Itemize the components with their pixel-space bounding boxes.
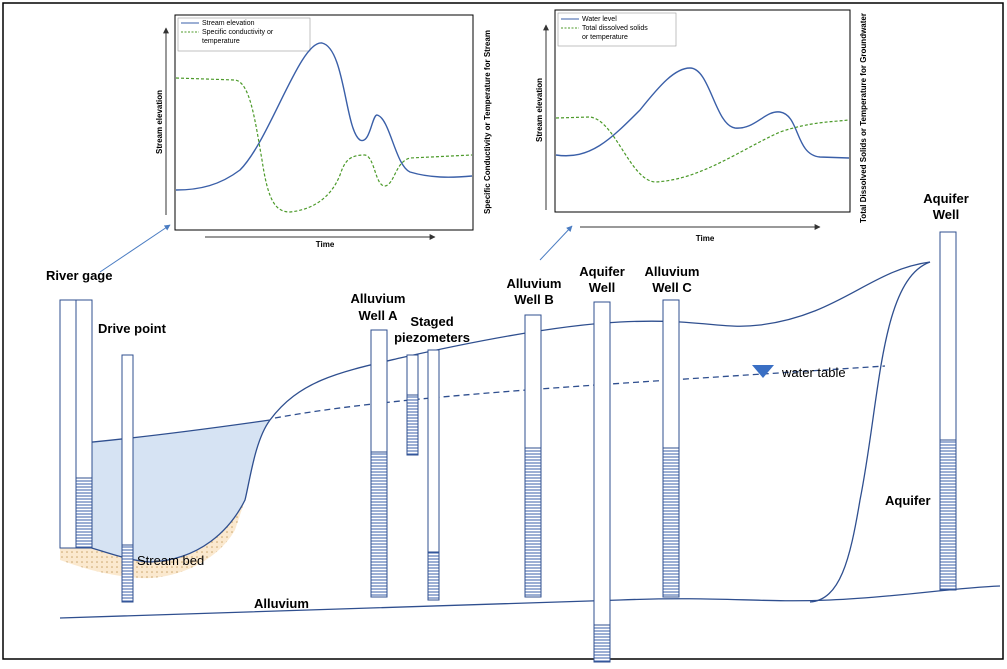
screen [428,552,439,600]
y-axis-label: Stream elevation [535,78,544,142]
label: Aquifer [923,191,969,206]
label: Alluvium [645,264,700,279]
legend-text: or temperature [582,34,628,41]
water-table-marker [752,365,774,378]
y2-axis-label: Specific Conductivity or Temperature for… [483,30,492,214]
legend-text: Specific conductivity or [202,29,274,36]
label: Aquifer [579,264,625,279]
label: Staged [410,314,453,329]
screen [940,440,956,590]
pointer-arrow [100,225,170,272]
screen [407,395,418,455]
label: Alluvium [351,291,406,306]
label: Well B [514,292,554,307]
diagram: Stream elevation Specific conductivity o… [0,0,1007,664]
label: Alluvium [254,596,309,611]
pointer-arrow [540,226,572,260]
label: water table [781,365,846,380]
label: Well [589,280,616,295]
label: Stream bed [137,553,204,568]
aquifer-boundary [810,262,930,602]
label: Alluvium [507,276,562,291]
x-axis-label: Time [316,240,335,249]
legend-text: temperature [202,38,240,45]
chart-2: Water level Total dissolved solids or te… [535,10,868,243]
y-axis-label: Stream elevation [155,90,164,154]
label: piezometers [394,330,470,345]
legend-text: Water level [582,16,617,23]
well [594,302,610,662]
label: Well A [358,308,398,323]
screen [371,452,387,597]
screen [594,625,610,662]
chart-1: Stream elevation Specific conductivity o… [155,15,492,249]
legend-text: Stream elevation [202,20,255,27]
x-axis-label: Time [696,234,715,243]
label: Well C [652,280,692,295]
screen [525,448,541,597]
label: Aquifer [885,493,931,508]
label: Drive point [98,321,167,336]
y2-axis-label: Total Dissolved Solids or Temperature fo… [859,13,868,223]
screen [76,478,92,548]
page: Stream elevation Specific conductivity o… [0,0,1007,669]
legend-text: Total dissolved solids [582,25,648,32]
label: Well [933,207,960,222]
label: River gage [46,268,112,283]
screen [663,448,679,597]
screen [122,545,133,602]
